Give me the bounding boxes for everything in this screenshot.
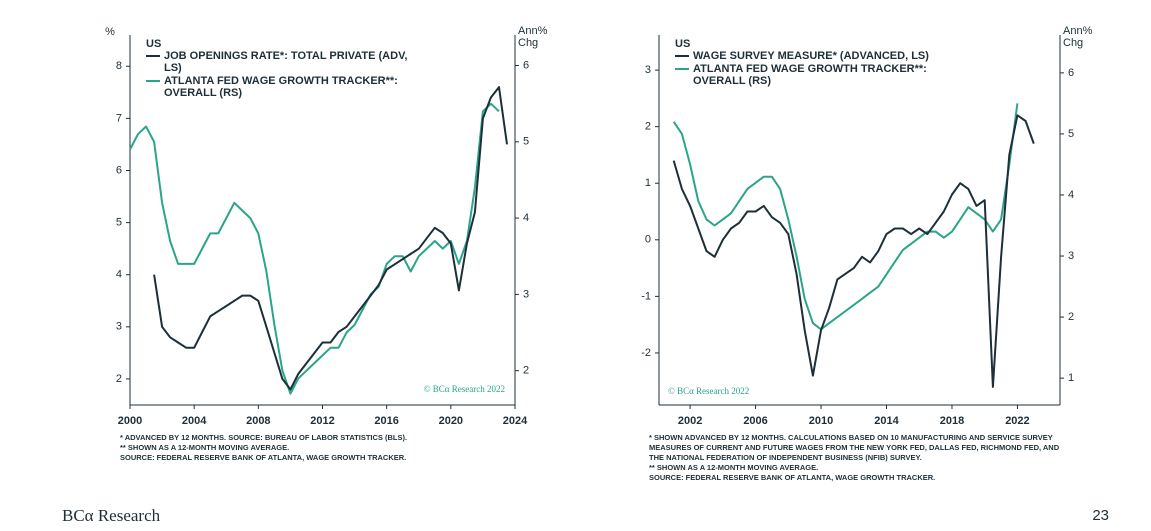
legend-swatch: [675, 68, 689, 70]
legend-label: ATLANTA FED WAGE GROWTH TRACKER**: OVERA…: [164, 75, 398, 99]
legend-item: ATLANTA FED WAGE GROWTH TRACKER**: OVERA…: [146, 75, 446, 99]
y-label: %: [105, 26, 115, 38]
x-tick-label: 2008: [246, 415, 270, 427]
y-tick-label: 6: [116, 164, 122, 176]
notes: * SHOWN ADVANCED BY 12 MONTHS. CALCULATI…: [649, 433, 1069, 483]
y-tick-label: 7: [116, 112, 122, 124]
x-tick-label: 2002: [678, 415, 702, 427]
watermark: © BCα Research 2022: [668, 386, 749, 396]
series-line: [129, 102, 500, 395]
legend-item: ATLANTA FED WAGE GROWTH TRACKER**: OVERA…: [675, 63, 975, 87]
x-tick-label: 2010: [809, 415, 833, 427]
y2-tick-label: 2: [1068, 311, 1074, 323]
y2-tick-label: 4: [523, 212, 529, 224]
series-line: [153, 86, 508, 391]
y2-tick-label: 1: [1068, 372, 1074, 384]
y2-tick-label: 2: [523, 365, 529, 377]
y-tick-label: 3: [645, 64, 651, 76]
y2-tick-label: 3: [1068, 250, 1074, 262]
legend-swatch: [146, 55, 160, 57]
x-tick-label: 2006: [743, 415, 767, 427]
series-line: [672, 114, 1035, 388]
x-tick-label: 2022: [1005, 415, 1029, 427]
note: SOURCE: FEDERAL RESERVE BANK OF ATLANTA,…: [120, 453, 407, 462]
legend-item: WAGE SURVEY MEASURE* (ADVANCED, LS): [675, 50, 975, 62]
legend-swatch: [675, 55, 689, 57]
legend-label: WAGE SURVEY MEASURE* (ADVANCED, LS): [693, 50, 929, 62]
legend-title: US: [675, 38, 691, 50]
legend-swatch: [146, 80, 160, 82]
note: SOURCE: FEDERAL RESERVE BANK OF ATLANTA,…: [649, 473, 936, 482]
y-tick-label: 2: [116, 373, 122, 385]
y2-tick-label: 5: [523, 136, 529, 148]
y2-tick-label: 5: [1068, 128, 1074, 140]
y-tick-label: 0: [645, 234, 651, 246]
y2-tick-label: 4: [1068, 189, 1074, 201]
watermark: © BCα Research 2022: [424, 384, 505, 394]
legend: US JOB OPENINGS RATE*: TOTAL PRIVATE (ADV…: [146, 38, 446, 100]
x-tick-label: 2004: [182, 415, 207, 427]
y-tick-label: 4: [116, 269, 122, 281]
x-tick-label: 2000: [118, 415, 142, 427]
legend-title: US: [146, 38, 162, 50]
y-tick-label: 1: [645, 177, 651, 189]
y-tick-label: 3: [116, 321, 122, 333]
x-tick-label: 2012: [310, 415, 334, 427]
x-tick-label: 2014: [874, 415, 899, 427]
y-tick-label: -2: [641, 347, 651, 359]
x-tick-label: 2016: [374, 415, 398, 427]
x-tick-label: 2018: [940, 415, 964, 427]
note: ** SHOWN AS A 12-MONTH MOVING AVERAGE.: [649, 463, 819, 472]
brand: BCα Research: [62, 506, 161, 525]
y-tick-label: -1: [641, 290, 651, 302]
page-number: 23: [1092, 507, 1109, 524]
y2-label: Ann% Chg: [1063, 25, 1093, 49]
y2-label: Ann% Chg: [518, 25, 548, 49]
x-tick-label: 2020: [439, 415, 463, 427]
x-tick-label: 2024: [503, 415, 528, 427]
note: * ADVANCED BY 12 MONTHS. SOURCE: BUREAU …: [120, 433, 408, 442]
y2-tick-label: 6: [523, 59, 529, 71]
notes: * ADVANCED BY 12 MONTHS. SOURCE: BUREAU …: [120, 433, 500, 463]
y-tick-label: 5: [116, 217, 122, 229]
legend-item: JOB OPENINGS RATE*: TOTAL PRIVATE (ADV, …: [146, 50, 446, 74]
note: * SHOWN ADVANCED BY 12 MONTHS. CALCULATI…: [649, 433, 1060, 462]
y2-tick-label: 6: [1068, 67, 1074, 79]
y2-tick-label: 3: [523, 288, 529, 300]
legend: US WAGE SURVEY MEASURE* (ADVANCED, LS) ATL…: [675, 38, 975, 88]
y-tick-label: 8: [116, 60, 122, 72]
legend-label: JOB OPENINGS RATE*: TOTAL PRIVATE (ADV, …: [164, 50, 408, 74]
y-tick-label: 2: [645, 121, 651, 133]
legend-label: ATLANTA FED WAGE GROWTH TRACKER**: OVERA…: [693, 63, 927, 87]
note: ** SHOWN AS A 12-MONTH MOVING AVERAGE.: [120, 443, 290, 452]
series-line: [672, 103, 1019, 331]
